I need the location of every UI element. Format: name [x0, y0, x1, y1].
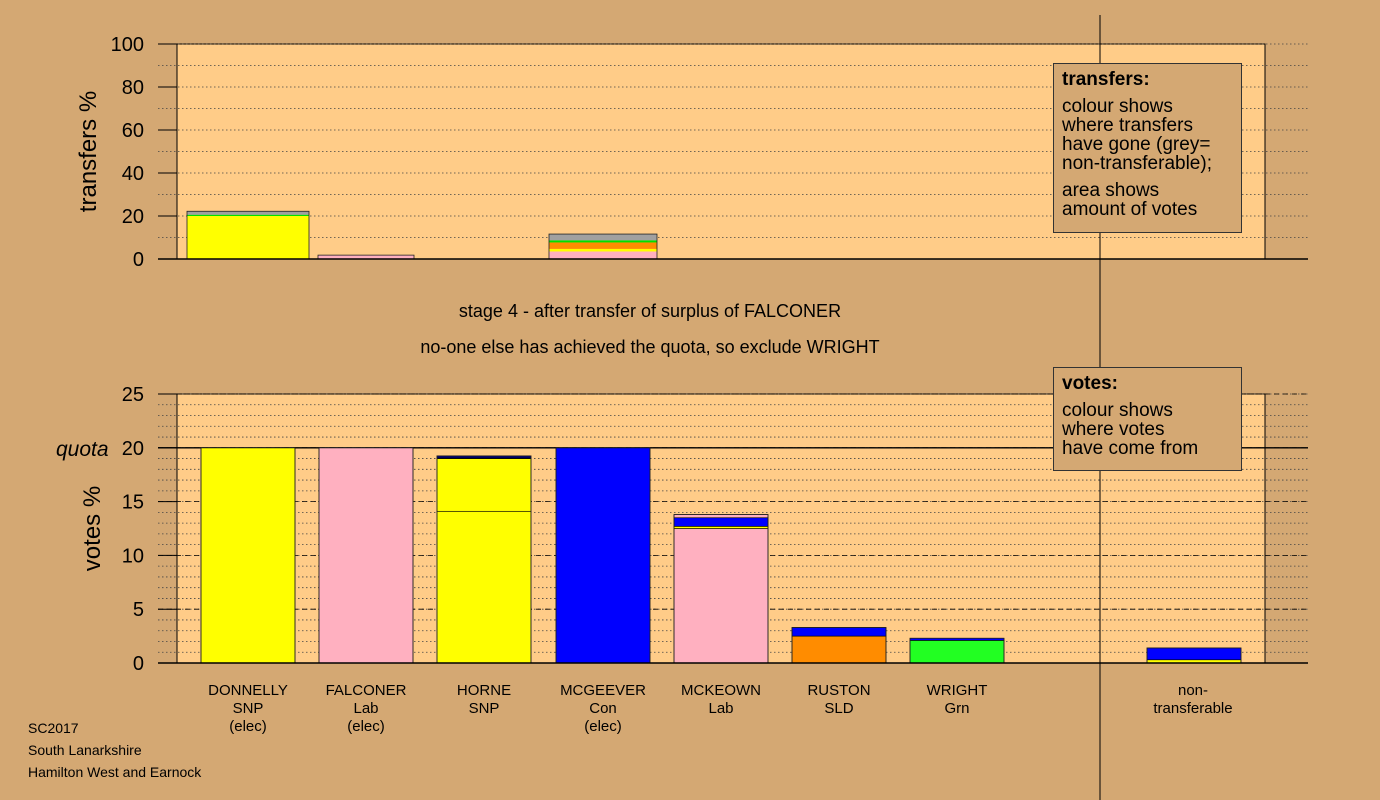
- bar-segment: [318, 255, 414, 259]
- bar-segment: [673, 528, 769, 664]
- candidate-status: (elec): [584, 718, 622, 735]
- bar-segment: [791, 635, 887, 664]
- bar-segment: [436, 510, 532, 664]
- quota-label: quota: [56, 438, 109, 461]
- bar-segment: [187, 216, 309, 259]
- candidate-label-mcgeever: MCGEEVER Con (elec): [538, 682, 668, 736]
- votes-legend-line: where votes: [1062, 419, 1165, 440]
- candidate-name: DONNELLY: [208, 682, 288, 699]
- bar-segment: [791, 627, 887, 637]
- y-tick-label: 0: [133, 249, 144, 271]
- action-caption: no-one else has achieved the quota, so e…: [420, 337, 880, 357]
- candidate-name: MCKEOWN: [681, 682, 761, 699]
- bar-segment: [673, 526, 769, 529]
- candidate-party: SNP: [468, 700, 500, 717]
- stage-caption: stage 4 - after transfer of surplus of F…: [458, 301, 842, 321]
- bar-segment: [187, 211, 309, 215]
- candidate-party: Con: [589, 700, 617, 717]
- nontransferable-line: non-: [1177, 682, 1209, 699]
- votes-legend: votes: colour shows where votes have com…: [1053, 367, 1242, 471]
- candidate-label-falconer: FALCONER Lab (elec): [301, 682, 431, 736]
- y-tick-label: 20: [122, 206, 144, 228]
- bar-segment: [909, 640, 1005, 664]
- bar-segment: [549, 242, 657, 249]
- transfers-legend-line: area shows: [1062, 180, 1160, 201]
- candidate-label-horne: HORNE SNP: [419, 682, 549, 718]
- bar-segment: [549, 251, 657, 259]
- nontransferable-label: non- transferable: [1128, 682, 1258, 718]
- y-tick-label: 0: [133, 653, 144, 675]
- candidate-name: RUSTON: [807, 682, 871, 699]
- transfers-legend-line: colour shows: [1062, 96, 1173, 117]
- nontransferable-line: transferable: [1153, 700, 1233, 717]
- candidate-party: SLD: [824, 700, 854, 717]
- candidate-label-ruston: RUSTON SLD: [774, 682, 904, 718]
- bar-segment: [436, 458, 532, 512]
- candidate-party: SNP: [232, 700, 264, 717]
- transfers-legend-title: transfers:: [1062, 69, 1150, 90]
- y-tick-label: 20: [122, 438, 144, 460]
- y-tick-label: 60: [122, 120, 144, 142]
- bar-segment: [187, 214, 309, 216]
- y-axis-label: votes %: [79, 486, 106, 571]
- transfers-legend-line: where transfers: [1062, 115, 1193, 136]
- bar-segment: [200, 447, 296, 664]
- y-tick-label: 80: [122, 77, 144, 99]
- y-axis-label: transfers %: [75, 91, 102, 212]
- candidate-name: WRIGHT: [926, 682, 988, 699]
- election-code: SC2017: [28, 720, 79, 736]
- candidate-label-donnelly: DONNELLY SNP (elec): [183, 682, 313, 736]
- candidate-party: Grn: [944, 700, 970, 717]
- candidate-party: Lab: [353, 700, 379, 717]
- votes-legend-title: votes:: [1062, 373, 1118, 394]
- y-tick-label: 10: [122, 545, 144, 567]
- bar-segment: [673, 517, 769, 527]
- votes-legend-line: have come from: [1062, 438, 1199, 459]
- bar-segment: [318, 447, 414, 664]
- candidate-name: MCGEEVER: [560, 682, 646, 699]
- bar-segment: [549, 234, 657, 241]
- ward-name: Hamilton West and Earnock: [28, 764, 202, 780]
- votes-legend-line: colour shows: [1062, 400, 1173, 421]
- candidate-name: FALCONER: [325, 682, 407, 699]
- transfers-legend: transfers: colour shows where transfers …: [1053, 63, 1242, 233]
- candidate-label-wright: WRIGHT Grn: [892, 682, 1022, 718]
- y-tick-label: 5: [133, 599, 144, 621]
- bar-segment: [673, 514, 769, 519]
- transfers-legend-line: amount of votes: [1062, 199, 1198, 220]
- candidate-party: Lab: [708, 700, 734, 717]
- bar-segment: [549, 248, 657, 252]
- transfers-legend-line: non-transferable);: [1062, 153, 1212, 174]
- transfers-legend-line: have gone (grey=: [1062, 134, 1211, 155]
- bar-segment: [555, 447, 651, 664]
- council-name: South Lanarkshire: [28, 742, 142, 758]
- candidate-status: (elec): [229, 718, 267, 735]
- y-tick-label: 40: [122, 163, 144, 185]
- bar-segment: [1146, 647, 1242, 661]
- election-meta: SC2017 South Lanarkshire Hamilton West a…: [28, 717, 201, 783]
- candidate-label-mckeown: MCKEOWN Lab: [656, 682, 786, 718]
- bar-segment: [549, 240, 657, 243]
- y-tick-label: 15: [122, 492, 144, 514]
- y-tick-label: 100: [111, 34, 144, 56]
- candidate-status: (elec): [347, 718, 385, 735]
- candidate-name: HORNE: [456, 682, 512, 699]
- y-tick-label: 25: [122, 384, 144, 406]
